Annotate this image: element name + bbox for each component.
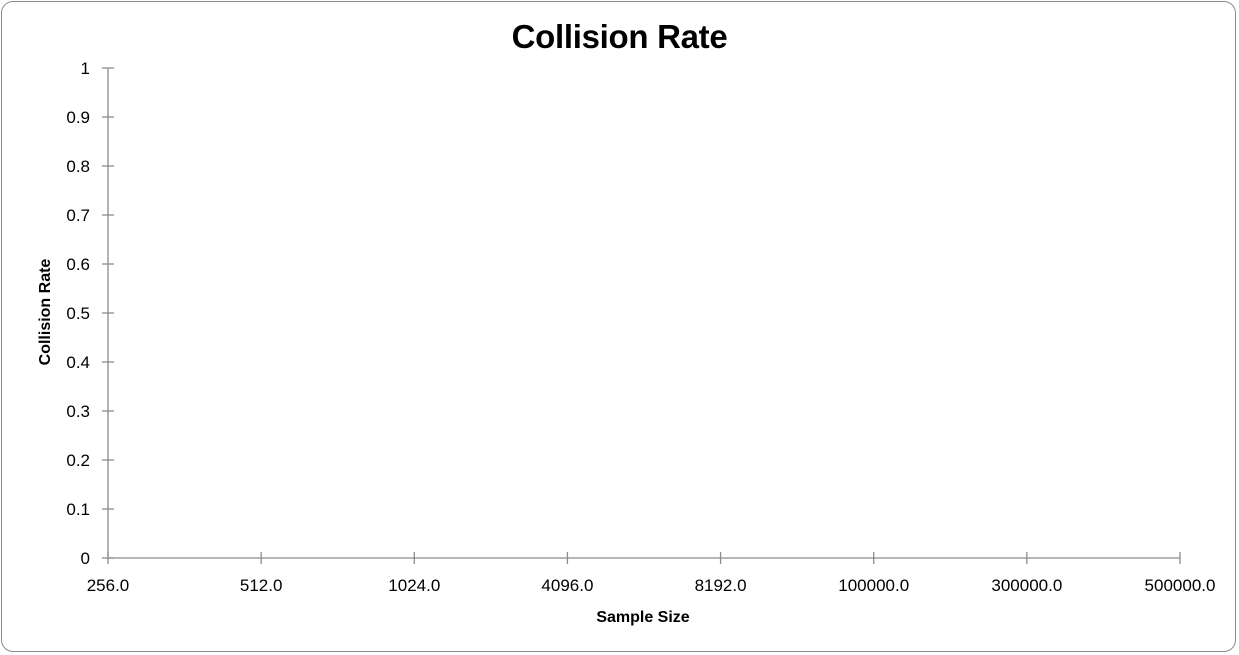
- y-tick-label: 0.3: [66, 402, 90, 421]
- x-tick-label: 256.0: [87, 576, 130, 595]
- chart-title: Collision Rate: [511, 18, 728, 55]
- x-axis: 256.0 512.0 1024.0 4096.0 8192.0 100000.0 3000…: [87, 552, 1216, 595]
- y-tick-label: 0: [81, 549, 90, 568]
- y-tick-label: 0.1: [66, 500, 90, 519]
- y-tick-label: 0.5: [66, 304, 90, 323]
- y-axis-title: Collision Rate: [37, 259, 54, 366]
- x-tick-label: 300000.0: [991, 576, 1062, 595]
- x-tick-label: 512.0: [240, 576, 283, 595]
- x-tick-label: 8192.0: [695, 576, 747, 595]
- y-tick-label: 0.6: [66, 255, 90, 274]
- y-tick-label: 1: [81, 59, 90, 78]
- y-tick-label: 0.7: [66, 206, 90, 225]
- y-axis: 0 0.1 0.2 0.3 0.4 0.5 0.6 0.7 0.8 0.9 1: [66, 59, 114, 568]
- y-tick-label: 0.2: [66, 451, 90, 470]
- y-tick-label: 0.8: [66, 157, 90, 176]
- x-tick-label: 100000.0: [838, 576, 909, 595]
- y-tick-label: 0.4: [66, 353, 90, 372]
- x-axis-title: Sample Size: [596, 609, 689, 626]
- y-tick-label: 0.9: [66, 108, 90, 127]
- x-tick-label: 1024.0: [388, 576, 440, 595]
- x-tick-label: 500000.0: [1145, 576, 1216, 595]
- x-tick-label: 4096.0: [541, 576, 593, 595]
